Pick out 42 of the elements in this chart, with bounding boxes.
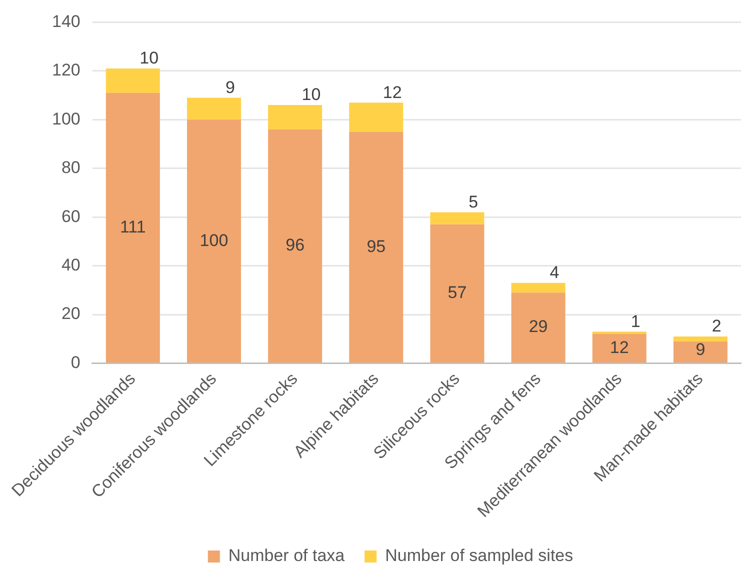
data-label: 100 — [200, 230, 228, 250]
data-label: 96 — [286, 236, 305, 255]
data-label: 10 — [140, 48, 159, 68]
y-tick-label: 100 — [52, 109, 80, 128]
y-tick-label: 60 — [61, 206, 80, 226]
data-label: 12 — [382, 82, 402, 102]
data-label: 29 — [528, 317, 548, 336]
y-tick-label: 120 — [52, 60, 80, 80]
y-tick-label: 40 — [61, 255, 80, 274]
bar — [673, 336, 728, 342]
legend-label: Number of taxa — [228, 546, 346, 566]
bar — [106, 68, 160, 93]
bar — [592, 334, 646, 362]
y-tick-label: 0 — [70, 352, 80, 372]
bar — [186, 98, 241, 120]
y-tick-label: 20 — [61, 304, 80, 324]
data-label: 12 — [610, 338, 629, 357]
bar — [349, 132, 404, 362]
bar — [430, 212, 484, 224]
bar — [673, 341, 728, 362]
bar — [106, 92, 160, 362]
bar — [511, 282, 566, 293]
legend-label: Number of sampled sites — [385, 546, 574, 566]
y-tick-label: 140 — [52, 12, 80, 31]
data-label: 95 — [366, 236, 386, 256]
data-label: 9 — [225, 78, 235, 97]
data-label: 1 — [630, 312, 640, 331]
data-label: 5 — [468, 192, 478, 212]
data-label: 4 — [550, 263, 560, 282]
bar — [511, 292, 566, 362]
y-tick-label: 80 — [61, 158, 80, 178]
data-label: 10 — [302, 85, 321, 104]
bar — [349, 102, 404, 132]
bar — [186, 120, 241, 362]
data-label: 111 — [120, 217, 146, 236]
bar — [268, 129, 322, 362]
data-label: 9 — [696, 340, 706, 360]
data-label: 57 — [448, 283, 467, 302]
bar — [592, 332, 646, 334]
bar — [430, 224, 484, 362]
bar — [268, 105, 322, 130]
data-label: 2 — [712, 316, 722, 336]
